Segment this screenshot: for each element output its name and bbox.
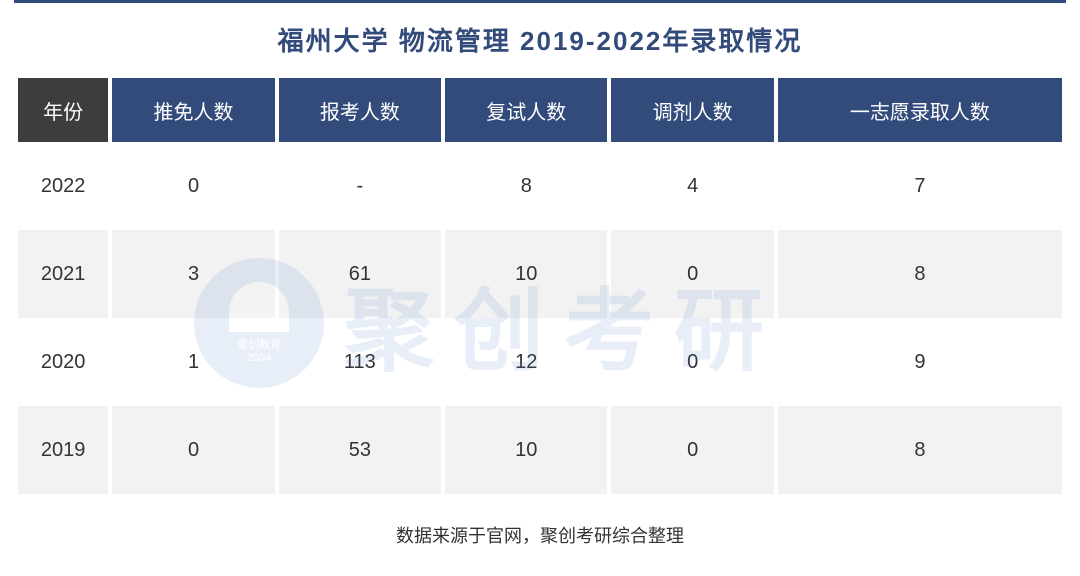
cell-value: 0 — [112, 142, 274, 230]
col-header-transfer: 调剂人数 — [611, 78, 773, 142]
table-row: 2022 0 - 8 4 7 — [18, 142, 1062, 230]
cell-year: 2019 — [18, 406, 108, 494]
cell-value: 0 — [611, 230, 773, 318]
table-row: 2019 0 53 10 0 8 — [18, 406, 1062, 494]
cell-value: 8 — [778, 230, 1062, 318]
cell-value: - — [279, 142, 441, 230]
cell-value: 10 — [445, 230, 607, 318]
table-container: 聚创教育 2004 聚创考研 年份 推免人数 报考人数 复试人数 调剂人数 一志… — [14, 78, 1066, 494]
cell-value: 7 — [778, 142, 1062, 230]
cell-value: 4 — [611, 142, 773, 230]
cell-value: 0 — [611, 406, 773, 494]
cell-value: 9 — [778, 318, 1062, 406]
cell-value: 3 — [112, 230, 274, 318]
table-header-row: 年份 推免人数 报考人数 复试人数 调剂人数 一志愿录取人数 — [18, 78, 1062, 142]
cell-value: 0 — [112, 406, 274, 494]
col-header-interview: 复试人数 — [445, 78, 607, 142]
cell-year: 2020 — [18, 318, 108, 406]
cell-value: 61 — [279, 230, 441, 318]
table-row: 2021 3 61 10 0 8 — [18, 230, 1062, 318]
cell-year: 2021 — [18, 230, 108, 318]
col-header-applied: 报考人数 — [279, 78, 441, 142]
cell-value: 1 — [112, 318, 274, 406]
title-section: 福州大学 物流管理 2019-2022年录取情况 — [0, 3, 1080, 78]
cell-value: 8 — [778, 406, 1062, 494]
cell-value: 8 — [445, 142, 607, 230]
footer-note: 数据来源于官网，聚创考研综合整理 — [0, 494, 1080, 576]
admission-table: 年份 推免人数 报考人数 复试人数 调剂人数 一志愿录取人数 2022 0 - … — [14, 78, 1066, 494]
cell-value: 0 — [611, 318, 773, 406]
cell-year: 2022 — [18, 142, 108, 230]
col-header-year: 年份 — [18, 78, 108, 142]
col-header-admitted: 一志愿录取人数 — [778, 78, 1062, 142]
table-row: 2020 1 113 12 0 9 — [18, 318, 1062, 406]
cell-value: 113 — [279, 318, 441, 406]
page-title: 福州大学 物流管理 2019-2022年录取情况 — [0, 21, 1080, 58]
col-header-recommended: 推免人数 — [112, 78, 274, 142]
cell-value: 53 — [279, 406, 441, 494]
cell-value: 10 — [445, 406, 607, 494]
cell-value: 12 — [445, 318, 607, 406]
